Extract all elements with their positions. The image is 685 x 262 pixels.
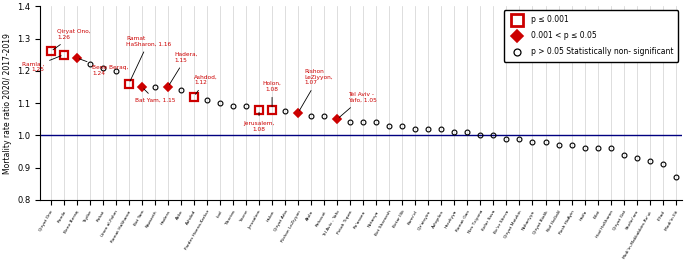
Text: Ramat
HaSharon, 1.16: Ramat HaSharon, 1.16 [126, 36, 171, 81]
Text: Jerusalem,
1.08: Jerusalem, 1.08 [243, 112, 275, 132]
Y-axis label: Mortality rate ratio 2020/ 2017-2019: Mortality rate ratio 2020/ 2017-2019 [3, 33, 12, 173]
Text: Ramla ,
1.25: Ramla , 1.25 [22, 56, 61, 72]
Text: Ashdod,
1.12: Ashdod, 1.12 [194, 74, 218, 94]
Text: Bene Beraq,
1.24: Bene Beraq, 1.24 [79, 59, 129, 76]
Text: Holon,
1.08: Holon, 1.08 [262, 81, 282, 107]
Text: Bat Yam, 1.15: Bat Yam, 1.15 [136, 89, 176, 103]
Text: Qiryat Ono,
1.26: Qiryat Ono, 1.26 [53, 29, 91, 50]
Text: Tel Aviv -
Yafo, 1.05: Tel Aviv - Yafo, 1.05 [339, 92, 377, 117]
Text: Hadera,
1.15: Hadera, 1.15 [169, 52, 198, 85]
Legend: p ≤ 0.001, 0.001 < p ≤ 0.05, p > 0.05 Statistically non- significant: p ≤ 0.001, 0.001 < p ≤ 0.05, p > 0.05 St… [504, 10, 678, 62]
Text: Rishon
LeZiyyon,
1.07: Rishon LeZiyyon, 1.07 [299, 69, 333, 110]
